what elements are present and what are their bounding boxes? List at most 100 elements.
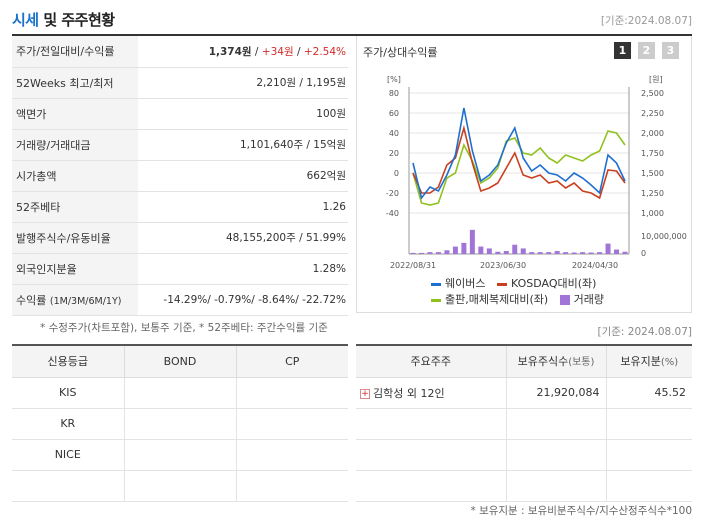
row-value: 48,155,200주 / 51.99% (138, 222, 348, 254)
left-tick-label: 60 (389, 109, 399, 118)
volume-bar (435, 252, 441, 254)
table-row: 52주베타 1.26 (12, 191, 348, 223)
table-header-row: 주요주주 보유주식수(보통) 보유지분(%) (356, 344, 692, 378)
holder-name-cell[interactable]: + 김학성 외 12인 (356, 377, 506, 409)
row-value: 1,101,640주 / 15억원 (138, 129, 348, 161)
row-label: 외국인지분율 (12, 253, 138, 285)
row-label: 수익률 (1M/3M/6M/1Y) (12, 284, 138, 316)
pct-cell (605, 470, 692, 502)
base-date: [기준:2024.08.07] (600, 15, 692, 27)
chart-legend: 웨이버스 KOSDAQ대비(좌) 출판,매체복제대비(좌) 거래량 (431, 276, 681, 308)
return-value: -14.29%/ -0.79%/ -8.64%/ -22.72% (138, 284, 348, 316)
left-tick-label: -20 (386, 189, 399, 198)
table-row: NICE (12, 439, 348, 471)
volume-bar (580, 252, 586, 254)
x-tick-label: 2024/04/30 (572, 261, 618, 270)
pct-cell: 45.52 (605, 377, 692, 409)
volume-bar (427, 252, 433, 254)
volume-bar (520, 248, 526, 254)
shares-cell (505, 470, 606, 502)
right-tick-label: 1,500 (641, 169, 664, 178)
legend-swatch (496, 282, 507, 286)
shares-cell (505, 439, 606, 471)
return-label: 수익률 (16, 293, 47, 307)
left-tick-label: 0 (394, 169, 399, 178)
row-value: 1.26 (138, 191, 348, 223)
right-tick-label: 2,000 (641, 129, 664, 138)
row-label: 52주베타 (12, 191, 138, 223)
legend-item: 웨이버스 (431, 276, 485, 292)
volume-bar (554, 251, 560, 254)
table-row (12, 470, 348, 502)
volume-bar (503, 251, 509, 254)
price-table: 주가/전일대비/수익률 1,374원 / +34원 / +2.54% 52Wee… (12, 36, 348, 316)
agency-cell: KIS (12, 377, 124, 409)
volume-bar (478, 246, 484, 254)
legend-swatch (559, 295, 570, 305)
chart-title: 주가/상대수익률 (363, 46, 438, 59)
volume-bar (537, 252, 543, 254)
left-tick-label: 20 (389, 149, 399, 158)
table-row: 52Weeks 최고/최저 2,210원 / 1,195원 (12, 67, 348, 99)
table-row: 발행주식수/유동비율 48,155,200주 / 51.99% (12, 222, 348, 254)
row-label: 발행주식수/유동비율 (12, 222, 138, 254)
legend-item: 거래량 (559, 292, 605, 308)
right-tick-label: 1,750 (641, 149, 664, 158)
return-period-label: (1M/3M/6M/1Y) (49, 295, 122, 307)
volume-bar (588, 252, 594, 254)
holder-name-cell (356, 408, 506, 440)
bond-cell (123, 439, 236, 471)
row-value: 1.28% (138, 253, 348, 285)
table-row (356, 408, 692, 440)
cp-cell (235, 408, 348, 440)
right-tick-label: 1,000 (641, 209, 664, 218)
volume-zero-label: 0 (641, 249, 646, 258)
column-header: 보유지분(%) (605, 344, 692, 378)
table-row: KR (12, 408, 348, 440)
left-axis-unit: [%] (387, 75, 401, 84)
price-change: +34원 (261, 45, 294, 58)
row-value: 100원 (138, 98, 348, 130)
volume-bar (622, 251, 628, 254)
holder-name[interactable]: 김학성 외 12인 (373, 386, 445, 400)
right-tick-label: 2,250 (641, 109, 664, 118)
pct-cell (605, 439, 692, 471)
legend-label: 출판,매체복제대비(좌) (445, 293, 549, 306)
chart-svg: 80 60 40 20 0 -20 -40 2,500 2,250 2,000 1,750 1,500… (386, 75, 687, 270)
price-value: 1,374원 / +34원 / +2.54% (138, 36, 348, 68)
row-value: 662억원 (138, 160, 348, 192)
volume-bar (597, 252, 603, 254)
row-label: 주가/전일대비/수익률 (12, 36, 138, 68)
cp-cell (235, 439, 348, 471)
legend-swatch (431, 298, 441, 302)
volume-bar (486, 248, 492, 254)
section-header: 시세 및 주주현황 [기준:2024.08.07] (12, 9, 692, 31)
right-tick-label: 2,500 (641, 89, 664, 98)
table-row (356, 470, 692, 502)
table-row: + 김학성 외 12인 21,920,084 45.52 (356, 377, 692, 409)
table-row: 외국인지분율 1.28% (12, 253, 348, 285)
table-row: 수익률 (1M/3M/6M/1Y) -14.29%/ -0.79%/ -8.64… (12, 284, 348, 316)
legend-item: 출판,매체복제대비(좌) (431, 292, 548, 308)
header-main: 보유주식수 (517, 355, 569, 369)
header-divider (12, 34, 692, 36)
section-title-highlight: 시세 (12, 11, 39, 29)
volume-tick-label: 10,000,000 (641, 232, 687, 241)
agency-cell: NICE (12, 439, 124, 471)
left-tick-label: -40 (386, 209, 399, 218)
series-line-1 (412, 107, 626, 200)
volume-bar (529, 252, 535, 254)
price-rate: +2.54% (303, 45, 346, 58)
credit-rating-table: 신용등급 BOND CP KIS KR NICE (12, 344, 348, 502)
volume-bar (444, 250, 450, 254)
chart-tab-2[interactable]: 2 (638, 42, 655, 59)
legend-label: 거래량 (573, 293, 605, 306)
right-axis-unit: [원] (649, 75, 663, 84)
legend-item: KOSDAQ대비(좌) (496, 276, 596, 292)
expand-plus-icon[interactable]: + (360, 388, 370, 399)
holders-base-date: [기준: 2024.08.07] (597, 326, 692, 338)
chart-tab-3[interactable]: 3 (662, 42, 679, 59)
volume-bar (495, 251, 501, 254)
chart-tab-1[interactable]: 1 (614, 42, 631, 59)
agency-cell (12, 470, 124, 502)
